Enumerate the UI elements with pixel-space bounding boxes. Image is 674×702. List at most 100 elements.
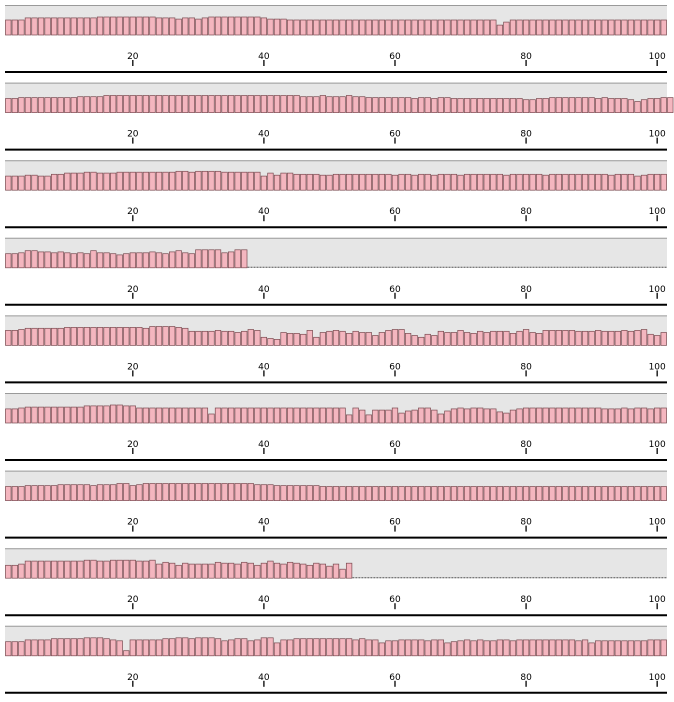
track-7-bar-65 xyxy=(424,486,431,501)
track-6-bar-74 xyxy=(483,408,490,424)
track-6-bar-2 xyxy=(11,408,18,424)
track-4-bar-3 xyxy=(18,252,25,269)
track-3-bar-57 xyxy=(372,173,379,191)
track-3-tick-label-100: 100 xyxy=(649,207,666,217)
track-8-bar-5 xyxy=(31,560,38,579)
track-3-bar-58 xyxy=(378,173,386,191)
track-8-bar-36 xyxy=(234,563,241,579)
track-6-bar-89 xyxy=(581,407,589,424)
track-8-bar-39 xyxy=(254,564,261,579)
track-7-bar-22 xyxy=(142,483,150,501)
track-2-bar-18 xyxy=(116,95,123,113)
track-6-bar-29 xyxy=(188,407,195,424)
track-3-tick-label-80: 80 xyxy=(520,207,532,217)
track-9-bar-56 xyxy=(365,639,372,657)
track-1-bar-10 xyxy=(64,17,71,36)
track-4-tick-label-60: 60 xyxy=(389,285,401,295)
track-8-bar-13 xyxy=(83,559,91,579)
track-2-bar-88 xyxy=(575,97,582,113)
track-2-bar-80 xyxy=(522,99,530,113)
track-5-bar-84 xyxy=(549,330,556,346)
track-6-bar-24 xyxy=(155,407,163,424)
track-7-bar-69 xyxy=(450,486,458,501)
track-5-bar-30 xyxy=(195,330,202,346)
track-8-bar-1 xyxy=(5,564,12,579)
track-8-bar-16 xyxy=(103,560,110,579)
track-8-bar-2 xyxy=(11,564,18,579)
track-6-bar-67 xyxy=(437,413,444,424)
track-2-bar-37 xyxy=(241,95,248,113)
track-2-bar-55 xyxy=(359,96,366,113)
track-2-bar-39 xyxy=(254,95,261,113)
track-1-bar-73 xyxy=(477,19,484,36)
track-5-bar-44 xyxy=(286,333,294,346)
track-3-bar-68 xyxy=(444,173,451,191)
track-9-bar-70 xyxy=(457,640,464,657)
track-8-bar-21 xyxy=(136,560,143,579)
track-9-bar-41 xyxy=(267,637,274,657)
track-9-bar-6 xyxy=(37,639,45,657)
track-9-bar-33 xyxy=(214,638,222,657)
track-6-bar-59 xyxy=(385,409,392,424)
track-7-bar-42 xyxy=(273,485,281,501)
track-3-bar-63 xyxy=(411,174,418,191)
track-5-bar-56 xyxy=(365,332,372,346)
track-5-tick-label-80: 80 xyxy=(520,362,532,372)
track-5-bar-43 xyxy=(280,332,287,346)
track-7-bar-85 xyxy=(555,486,562,501)
track-1-bar-69 xyxy=(450,19,458,36)
track-3-bar-40 xyxy=(260,175,268,191)
track-7-bar-18 xyxy=(116,483,123,501)
track-7-bar-92 xyxy=(601,486,608,501)
track-7-bar-76 xyxy=(496,486,503,501)
track-3-bar-8 xyxy=(51,173,58,191)
track-7-bar-53 xyxy=(345,486,353,501)
track-7-bar-39 xyxy=(254,484,261,501)
track-9-bar-22 xyxy=(142,639,150,657)
track-7-bar-61 xyxy=(398,486,405,501)
track-5-bar-89 xyxy=(581,330,589,346)
track-9-bar-95 xyxy=(621,640,628,657)
track-2-bar-102 xyxy=(667,97,674,113)
track-8-bar-3 xyxy=(18,563,25,579)
track-2-bar-8 xyxy=(51,97,58,113)
track-1-bar-24 xyxy=(155,17,163,36)
track-5-bar-52 xyxy=(339,330,346,346)
track-7-bar-32 xyxy=(208,483,215,501)
track-7-bar-29 xyxy=(188,483,195,501)
track-2-bar-35 xyxy=(228,95,235,113)
track-4-bar-10 xyxy=(64,252,71,269)
track-3-bar-56 xyxy=(365,173,372,191)
track-7-tick-label-80: 80 xyxy=(520,518,532,528)
track-9-bar-27 xyxy=(175,637,182,657)
track-5-bar-95 xyxy=(621,330,628,346)
track-9-bar-40 xyxy=(260,637,268,657)
track-2-bar-65 xyxy=(424,97,431,113)
track-1-bar-78 xyxy=(509,19,517,36)
track-9-bar-38 xyxy=(247,640,254,657)
track-8-bar-22 xyxy=(142,560,150,579)
track-8-bar-19 xyxy=(123,559,130,579)
track-9-bar-13 xyxy=(83,637,91,657)
track-6-bar-4 xyxy=(24,406,32,424)
track-4-bar-7 xyxy=(44,251,51,269)
track-3-bar-69 xyxy=(450,173,458,191)
track-9-bar-31 xyxy=(201,637,209,657)
track-8-bar-9 xyxy=(57,560,64,579)
track-9-bar-98 xyxy=(640,640,648,657)
track-7-bar-16 xyxy=(103,484,110,501)
track-2-bar-33 xyxy=(214,95,222,113)
track-1-bar-27 xyxy=(175,18,182,36)
track-1-bar-51 xyxy=(332,19,340,36)
track-1-tick-label-40: 40 xyxy=(258,52,270,62)
track-8-bar-33 xyxy=(214,561,222,579)
track-1-bar-15 xyxy=(96,16,104,36)
track-4-bar-22 xyxy=(142,252,150,269)
track-6-bar-80 xyxy=(522,407,530,424)
track-1-bar-19 xyxy=(123,16,130,36)
track-7-bar-10 xyxy=(64,484,71,501)
track-7-bar-38 xyxy=(247,483,254,501)
track-2-bar-53 xyxy=(345,95,353,113)
track-7-bar-91 xyxy=(595,486,602,501)
track-8-bar-38 xyxy=(247,562,254,579)
